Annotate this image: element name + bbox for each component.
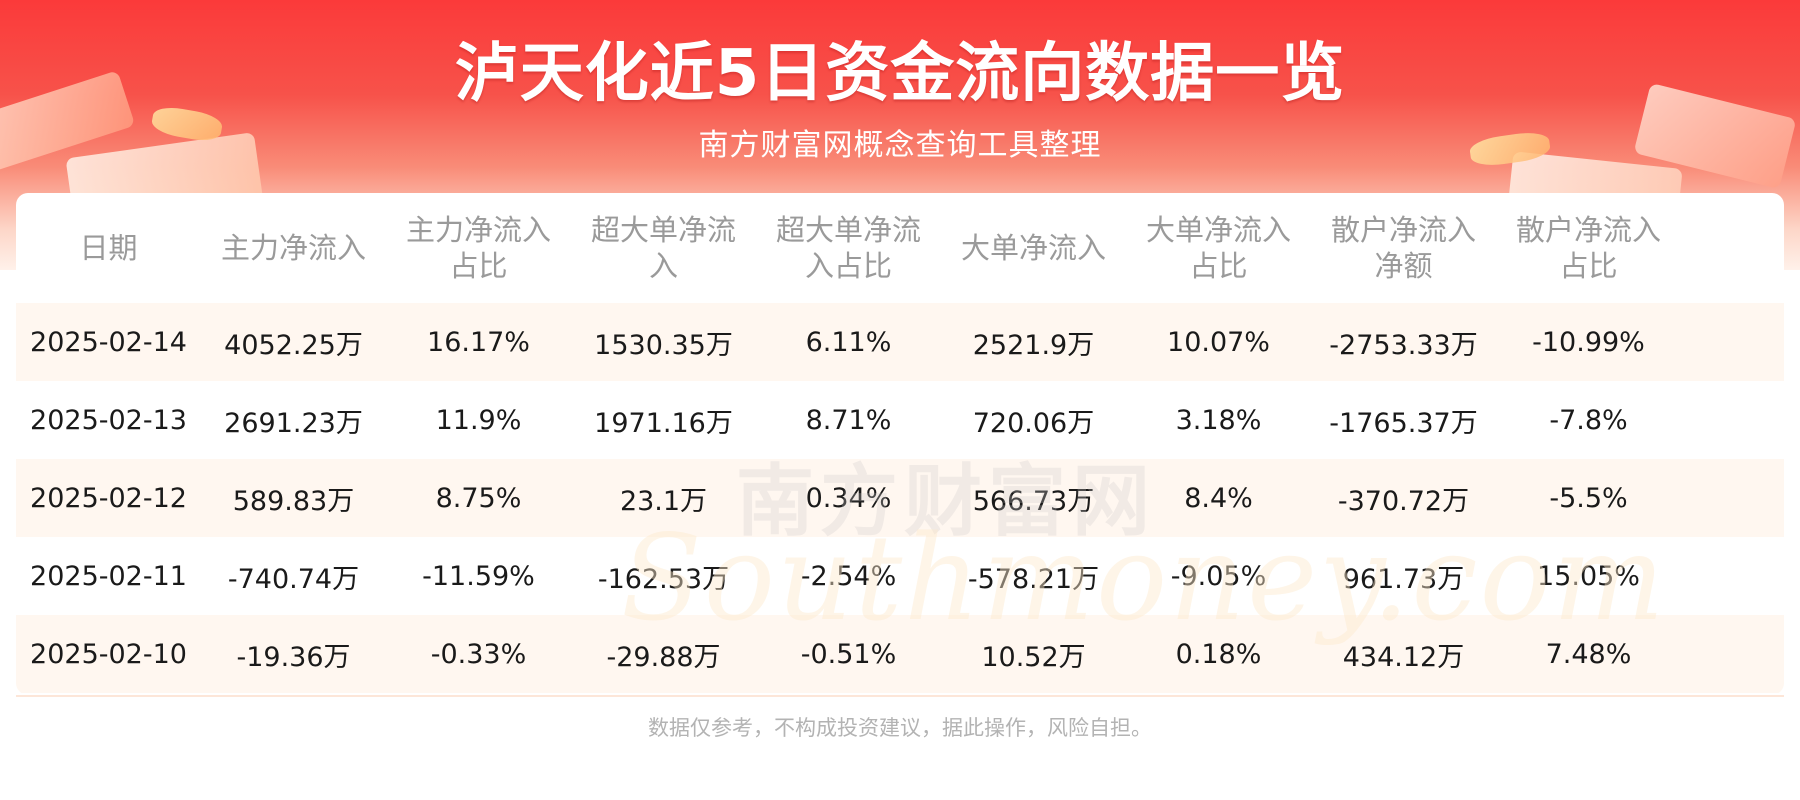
table-row: 2025-02-11 -740.74万 -11.59% -162.53万 -2.54% -… — [16, 537, 1784, 615]
table-cell: -19.36万 — [236, 641, 351, 673]
table-cell: -740.74万 — [227, 563, 360, 595]
table-cell: -9.05% — [1170, 560, 1267, 592]
table-cell: 4052.25万 — [224, 329, 363, 361]
page-title: 泸天化近5日资金流向数据一览 — [454, 37, 1346, 111]
table-cell: -2.54% — [800, 560, 897, 592]
table-cell: 961.73万 — [1342, 563, 1465, 595]
table-cell: 2025-02-13 — [30, 404, 187, 436]
table-cell: -370.72万 — [1337, 485, 1470, 517]
table-cell: 8.4% — [1184, 482, 1253, 514]
column-header: 超大单净流 入占比 — [775, 213, 921, 283]
table-cell: -29.88万 — [606, 641, 721, 673]
page-subtitle: 南方财富网概念查询工具整理 — [698, 128, 1102, 163]
table-cell: -1765.37万 — [1329, 407, 1478, 439]
table-cell: -7.8% — [1549, 404, 1628, 436]
data-table-card: 南方财富网 Southmoney.com 日期 主力净流入 主力净流入 占比 超大单净流… — [16, 193, 1784, 695]
table-row: 2025-02-13 2691.23万 11.9% 1971.16万 8.71% 720.… — [16, 381, 1784, 459]
table-cell: -162.53万 — [597, 563, 730, 595]
table-cell: 6.11% — [805, 326, 892, 358]
table-cell: 434.12万 — [1342, 641, 1465, 673]
table-cell: 0.18% — [1175, 638, 1262, 670]
table-cell: 2521.9万 — [972, 329, 1095, 361]
table-cell: -2753.33万 — [1329, 329, 1478, 361]
column-header: 超大单净流入 — [590, 213, 736, 283]
table-cell: -10.99% — [1532, 326, 1645, 358]
table-cell: 10.07% — [1167, 326, 1270, 358]
footer-disclaimer: 数据仅参考，不构成投资建议，据此操作，风险自担。 — [648, 716, 1152, 740]
footer-divider — [16, 695, 1784, 697]
table-cell: 566.73万 — [972, 485, 1095, 517]
table-cell: 2691.23万 — [224, 407, 363, 439]
column-header: 散户净流入 净额 — [1330, 213, 1476, 283]
table-row: 2025-02-12 589.83万 8.75% 23.1万 0.34% 566.73万 8… — [16, 459, 1784, 537]
table-cell: -0.33% — [430, 638, 527, 670]
table-cell: -11.59% — [422, 560, 535, 592]
table-cell: 1530.35万 — [594, 329, 733, 361]
table-row: 2025-02-10 -19.36万 -0.33% -29.88万 -0.51% 10.5… — [16, 615, 1784, 693]
table-cell: 1971.16万 — [594, 407, 733, 439]
table-header: 日期 主力净流入 主力净流入 占比 超大单净流入超大单净流 入占比 大单净流入 大单净流入 占比… — [16, 193, 1784, 303]
table-cell: -578.21万 — [967, 563, 1100, 595]
table-cell: 16.17% — [427, 326, 530, 358]
table-cell: 7.48% — [1545, 638, 1632, 670]
table-cell: 8.75% — [435, 482, 522, 514]
table-cell: 15.05% — [1537, 560, 1640, 592]
table-cell: 720.06万 — [972, 407, 1095, 439]
table-cell: 2025-02-14 — [30, 326, 187, 358]
table-cell: -0.51% — [800, 638, 897, 670]
column-header: 主力净流入 占比 — [405, 213, 551, 283]
column-header: 日期 — [79, 231, 138, 265]
table-cell: 0.34% — [805, 482, 892, 514]
table-cell: 2025-02-12 — [30, 482, 187, 514]
column-header: 散户净流入 占比 — [1515, 213, 1661, 283]
table-cell: 2025-02-10 — [30, 638, 187, 670]
table-cell: 3.18% — [1175, 404, 1262, 436]
table-cell: -5.5% — [1549, 482, 1628, 514]
table-row: 2025-02-14 4052.25万 16.17% 1530.35万 6.11% 252… — [16, 303, 1784, 381]
column-header: 主力净流入 — [220, 231, 366, 265]
table-cell: 2025-02-11 — [30, 560, 187, 592]
table-cell: 589.83万 — [232, 485, 355, 517]
column-header: 大单净流入 占比 — [1145, 213, 1291, 283]
table-cell: 11.9% — [435, 404, 522, 436]
table-cell: 23.1万 — [619, 485, 708, 517]
column-header: 大单净流入 — [960, 231, 1106, 265]
table-cell: 8.71% — [805, 404, 892, 436]
table-cell: 10.52万 — [981, 641, 1086, 673]
table-body: 2025-02-14 4052.25万 16.17% 1530.35万 6.11% 252… — [16, 303, 1784, 693]
